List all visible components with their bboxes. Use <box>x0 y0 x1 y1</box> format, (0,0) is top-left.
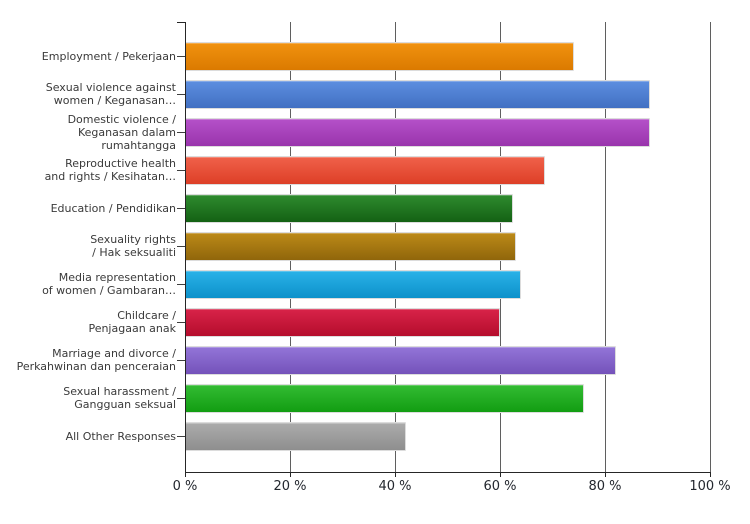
bar-track <box>185 41 710 71</box>
category-label-line: Sexuality rights <box>90 233 176 246</box>
category-row: Sexuality rights / Hak seksualiti <box>0 227 710 265</box>
category-label: All Other Responses <box>0 430 185 443</box>
y-axis-tick-mark <box>177 322 185 323</box>
category-label-line: Marriage and divorce / <box>52 347 176 360</box>
bar-track <box>185 117 710 147</box>
category-label: Childcare / Penjagaan anak <box>0 309 185 335</box>
bar-track <box>185 383 710 413</box>
category-label-line: and rights / Kesihatan… <box>44 170 176 183</box>
y-axis-tick-mark <box>177 398 185 399</box>
bar <box>185 269 521 299</box>
category-label-line: Employment / Pekerjaan <box>41 49 176 63</box>
bar-track <box>185 421 710 451</box>
bar-track <box>185 79 710 109</box>
y-axis-tick-mark <box>177 132 185 133</box>
category-label-line: Education / Pendidikan <box>50 201 176 215</box>
bar <box>185 383 584 413</box>
category-row: Media representation of women / Gambaran… <box>0 265 710 303</box>
category-label: Reproductive health and rights / Kesihata… <box>0 157 185 183</box>
category-row: Reproductive health and rights / Kesihata… <box>0 151 710 189</box>
category-label-line: Media representation <box>58 271 176 284</box>
category-row: Marriage and divorce / Perkahwinan dan pe… <box>0 341 710 379</box>
category-label-line: Perkahwinan dan penceraian <box>16 360 176 373</box>
category-row: Domestic violence / Keganasan dalam rumah… <box>0 113 710 152</box>
x-axis-tick-mark <box>500 472 501 477</box>
category-row: Employment / Pekerjaan <box>0 37 710 75</box>
bar <box>185 345 616 375</box>
category-label-line: Reproductive health <box>65 157 176 170</box>
bar-track <box>185 231 710 261</box>
x-axis-tick-mark <box>605 472 606 477</box>
category-label: Employment / Pekerjaan <box>0 50 185 63</box>
bar <box>185 117 650 147</box>
category-rows: Employment / Pekerjaan Sexual violence ag… <box>0 22 710 472</box>
bar <box>185 155 545 185</box>
category-label: Sexual harassment / Gangguan seksual <box>0 385 185 411</box>
category-row: Education / Pendidikan <box>0 189 710 227</box>
category-label-line: Sexual violence against <box>45 81 176 94</box>
category-label-line: Childcare / <box>117 309 176 322</box>
x-axis-tick-mark <box>395 472 396 477</box>
category-label: Domestic violence / Keganasan dalam rumah… <box>0 113 185 152</box>
category-row: All Other Responses <box>0 417 710 455</box>
x-axis-tick-label: 80 % <box>588 479 622 494</box>
category-label: Education / Pendidikan <box>0 202 185 215</box>
x-axis-line <box>185 472 711 473</box>
category-label-line: of women / Gambaran… <box>42 284 176 297</box>
category-label: Media representation of women / Gambaran… <box>0 271 185 297</box>
y-axis-tick-mark <box>177 170 185 171</box>
category-label-line: Keganasan dalam rumahtangga <box>77 125 176 152</box>
y-axis-line <box>185 22 186 477</box>
y-axis-tick-mark <box>177 246 185 247</box>
gridline-100 <box>710 22 711 472</box>
category-label-line: / Hak seksualiti <box>92 246 176 259</box>
x-axis-tick-label: 60 % <box>483 479 517 494</box>
y-axis-top-tick <box>177 22 186 23</box>
bar <box>185 231 516 261</box>
y-axis-tick-mark <box>177 94 185 95</box>
x-axis-tick-mark <box>185 472 186 477</box>
y-axis-tick-mark <box>177 436 185 437</box>
bar-track <box>185 155 710 185</box>
x-axis-tick-mark <box>710 472 711 477</box>
y-axis-tick-mark <box>177 360 185 361</box>
category-label-line: All Other Responses <box>65 429 176 443</box>
category-row: Childcare / Penjagaan anak <box>0 303 710 341</box>
bar-track <box>185 345 710 375</box>
bar-track <box>185 193 710 223</box>
category-row: Sexual violence against women / Keganasan… <box>0 75 710 113</box>
category-label-line: women / Keganasan… <box>53 94 176 107</box>
x-axis-tick-label: 0 % <box>172 479 198 494</box>
x-axis-tick-mark <box>290 472 291 477</box>
bar <box>185 41 574 71</box>
category-label: Sexual violence against women / Keganasan… <box>0 81 185 107</box>
category-row: Sexual harassment / Gangguan seksual <box>0 379 710 417</box>
category-label: Marriage and divorce / Perkahwinan dan pe… <box>0 347 185 373</box>
gridline-80 <box>605 22 606 472</box>
x-axis-tick-label: 40 % <box>378 479 412 494</box>
bar <box>185 193 514 223</box>
y-axis-tick-mark <box>177 284 185 285</box>
x-axis-tick-label: 20 % <box>273 479 307 494</box>
bar-track <box>185 269 710 299</box>
category-label-line: Gangguan seksual <box>74 398 176 411</box>
bar <box>185 79 650 109</box>
y-axis-tick-mark <box>177 208 185 209</box>
x-axis-tick-label: 100 % <box>689 479 731 494</box>
y-axis-tick-mark <box>177 56 185 57</box>
bar <box>185 307 500 337</box>
bar <box>185 421 406 451</box>
bar-track <box>185 307 710 337</box>
category-label-line: Sexual harassment / <box>63 385 176 398</box>
category-label: Sexuality rights / Hak seksualiti <box>0 233 185 259</box>
category-label-line: Domestic violence / <box>67 112 176 126</box>
category-label-line: Penjagaan anak <box>88 322 176 335</box>
